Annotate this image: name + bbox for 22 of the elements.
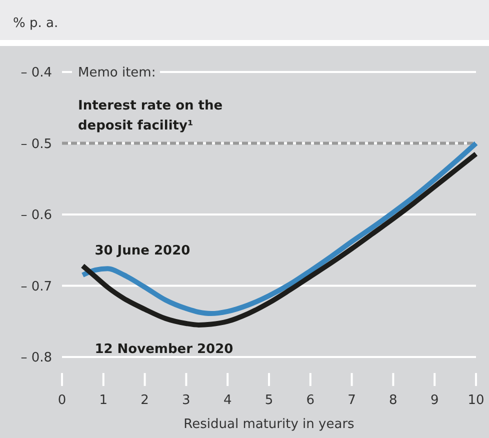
- y-tick-label: – 0.4: [20, 66, 52, 81]
- x-tick-label: 5: [264, 393, 274, 408]
- x-tick-label: 7: [348, 393, 356, 408]
- y-tick-label: – 0.6: [20, 208, 52, 224]
- x-tick-label: 2: [140, 393, 149, 408]
- x-tick-label: 0: [58, 393, 66, 408]
- annotation: Memo item:: [78, 66, 156, 81]
- y-axis-title: % p. a.: [13, 16, 58, 31]
- x-tick-label: 9: [430, 393, 439, 408]
- x-tick-label: 10: [468, 393, 484, 408]
- x-tick-label: 3: [182, 393, 190, 408]
- x-tick-label: 8: [389, 393, 398, 408]
- x-tick-label: 4: [223, 393, 232, 408]
- x-axis-title: Residual maturity in years: [184, 417, 355, 432]
- series-label: 12 November 2020: [94, 342, 234, 357]
- y-tick-label: – 0.5: [20, 136, 52, 152]
- ref-line-label: Interest rate on the deposit facility¹: [78, 98, 223, 134]
- y-tick-label: – 0.7: [20, 279, 52, 294]
- x-tick-label: 6: [306, 393, 315, 408]
- series-label: 30 June 2020: [94, 244, 190, 259]
- x-tick-label: 1: [99, 393, 108, 408]
- y-tick-label: – 0.8: [20, 350, 52, 366]
